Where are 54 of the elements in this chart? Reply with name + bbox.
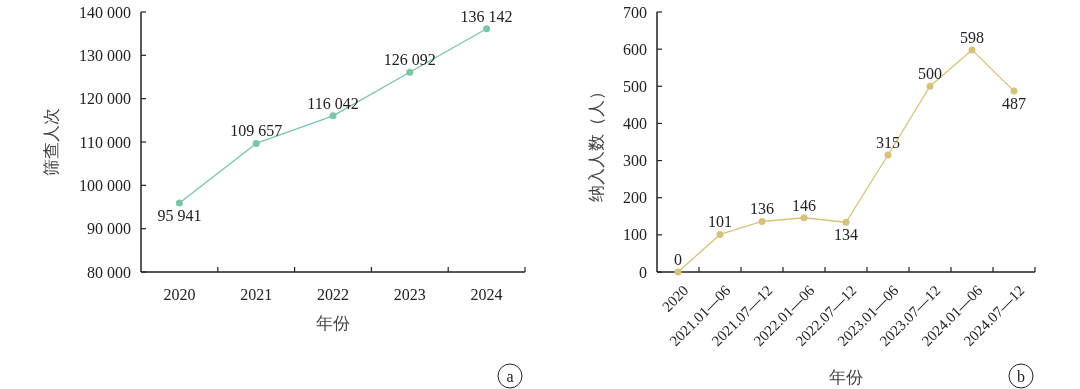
point [175, 199, 183, 207]
point [1010, 87, 1018, 95]
data-label: 136 [750, 200, 774, 218]
point [483, 25, 491, 33]
x-tick-label: 2020 [163, 286, 196, 303]
y-tick-label: 140 000 [79, 3, 131, 21]
point [884, 151, 892, 159]
point [800, 214, 808, 222]
y-tick-label: 100 [623, 226, 647, 244]
point [406, 68, 414, 76]
text: b [1017, 367, 1025, 385]
y-tick-label: 100 000 [79, 176, 131, 194]
text: a [506, 367, 514, 385]
y-tick-label: 80 000 [87, 263, 131, 281]
y-tick-label: 110 000 [79, 133, 131, 151]
data-label: 500 [918, 65, 942, 83]
y-tick-label: 0 [639, 263, 647, 281]
x-axis-title: 年份 [316, 314, 350, 333]
point [716, 230, 724, 238]
data-label: 134 [834, 226, 858, 244]
y-tick-label: 130 000 [79, 46, 131, 64]
y-tick-label: 120 000 [79, 90, 131, 108]
point [758, 217, 766, 225]
y-axis-title: 筛查人次 [42, 108, 61, 176]
x-axis-title: 年份 [829, 368, 863, 387]
data-label: 95 941 [157, 206, 202, 224]
data-label: 116 042 [307, 94, 359, 112]
y-axis-title: 纳入人数（人） [587, 82, 606, 202]
data-label: 487 [1002, 95, 1026, 113]
data-label: 146 [792, 196, 816, 214]
data-label: 598 [960, 28, 984, 46]
x-tick-label: 2021 [240, 286, 273, 303]
data-label: 109 657 [230, 122, 283, 140]
data-label: 0 [674, 251, 682, 268]
data-label: 101 [708, 213, 732, 231]
y-tick-label: 400 [623, 115, 647, 133]
data-label: 315 [876, 134, 900, 151]
point [329, 112, 337, 120]
y-tick-label: 90 000 [87, 220, 131, 238]
x-tick-label: 2024 [470, 286, 503, 303]
data-label: 136 142 [460, 7, 513, 25]
y-tick-label: 500 [623, 77, 647, 95]
point [252, 139, 260, 147]
point [926, 82, 934, 90]
point [674, 268, 682, 276]
x-tick-label: 2022 [317, 286, 349, 303]
y-tick-label: 300 [623, 152, 647, 170]
point [842, 218, 850, 226]
y-tick-label: 600 [623, 40, 647, 58]
data-label: 126 092 [383, 51, 436, 69]
x-tick-label: 2023 [393, 286, 426, 303]
y-tick-label: 200 [623, 189, 647, 207]
point [968, 46, 976, 54]
y-tick-label: 700 [623, 3, 647, 21]
